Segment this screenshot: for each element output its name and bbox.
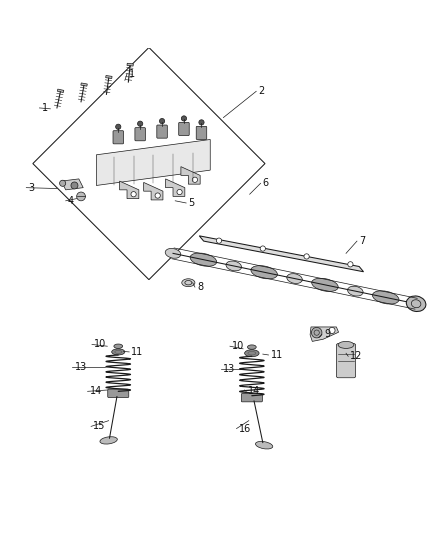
Polygon shape — [120, 181, 139, 199]
Polygon shape — [81, 83, 87, 86]
Circle shape — [199, 120, 204, 125]
Ellipse shape — [165, 248, 181, 259]
Circle shape — [260, 246, 265, 251]
Text: 2: 2 — [258, 86, 265, 96]
FancyBboxPatch shape — [336, 344, 356, 378]
FancyBboxPatch shape — [196, 126, 207, 140]
Circle shape — [348, 262, 353, 267]
Ellipse shape — [372, 291, 399, 304]
Ellipse shape — [247, 345, 256, 349]
Ellipse shape — [312, 278, 338, 292]
Polygon shape — [310, 327, 339, 342]
Polygon shape — [166, 179, 185, 197]
Polygon shape — [144, 182, 163, 200]
Ellipse shape — [100, 437, 117, 444]
Ellipse shape — [255, 441, 273, 449]
Text: 5: 5 — [188, 198, 194, 208]
Text: 13: 13 — [74, 362, 87, 372]
FancyBboxPatch shape — [108, 389, 129, 398]
Text: 11: 11 — [271, 350, 283, 360]
Ellipse shape — [338, 342, 354, 349]
Circle shape — [311, 327, 322, 338]
Polygon shape — [106, 76, 112, 78]
Circle shape — [155, 193, 160, 198]
Text: 16: 16 — [239, 424, 251, 433]
Text: 9: 9 — [324, 329, 330, 340]
Polygon shape — [57, 89, 64, 93]
Text: 11: 11 — [131, 347, 144, 357]
Ellipse shape — [251, 265, 277, 279]
FancyBboxPatch shape — [113, 131, 124, 144]
Circle shape — [71, 182, 78, 189]
Text: 1: 1 — [42, 103, 48, 113]
Ellipse shape — [182, 279, 195, 287]
Text: 14: 14 — [90, 386, 102, 397]
Circle shape — [60, 180, 66, 187]
Polygon shape — [199, 236, 364, 272]
Circle shape — [192, 177, 198, 182]
Polygon shape — [127, 63, 133, 66]
Ellipse shape — [347, 286, 363, 296]
Text: 6: 6 — [263, 178, 269, 188]
Text: 3: 3 — [28, 183, 35, 192]
Text: 13: 13 — [223, 365, 236, 374]
Ellipse shape — [244, 350, 259, 357]
Circle shape — [131, 191, 136, 197]
Circle shape — [116, 124, 121, 130]
Ellipse shape — [114, 344, 123, 349]
FancyBboxPatch shape — [157, 125, 167, 138]
Circle shape — [304, 254, 309, 259]
Polygon shape — [96, 140, 210, 185]
Ellipse shape — [287, 273, 302, 284]
Text: 1: 1 — [129, 69, 135, 79]
Text: 10: 10 — [232, 341, 244, 351]
Text: 15: 15 — [93, 422, 106, 431]
Ellipse shape — [406, 296, 426, 311]
Ellipse shape — [190, 253, 217, 266]
Text: 10: 10 — [94, 340, 106, 350]
Text: 4: 4 — [68, 196, 74, 206]
Text: 7: 7 — [359, 236, 365, 246]
FancyBboxPatch shape — [241, 393, 262, 402]
Ellipse shape — [408, 299, 424, 309]
FancyBboxPatch shape — [135, 128, 145, 141]
Ellipse shape — [112, 349, 125, 355]
Text: 8: 8 — [197, 282, 203, 292]
Circle shape — [77, 192, 85, 201]
Circle shape — [138, 121, 143, 126]
Text: 14: 14 — [248, 386, 261, 397]
Ellipse shape — [226, 261, 242, 271]
Polygon shape — [181, 167, 200, 184]
Text: 12: 12 — [350, 351, 363, 361]
Circle shape — [216, 238, 222, 243]
Circle shape — [177, 189, 182, 195]
Circle shape — [181, 116, 187, 121]
Circle shape — [159, 118, 165, 124]
FancyBboxPatch shape — [179, 123, 189, 135]
Circle shape — [329, 327, 335, 334]
Polygon shape — [61, 179, 83, 190]
